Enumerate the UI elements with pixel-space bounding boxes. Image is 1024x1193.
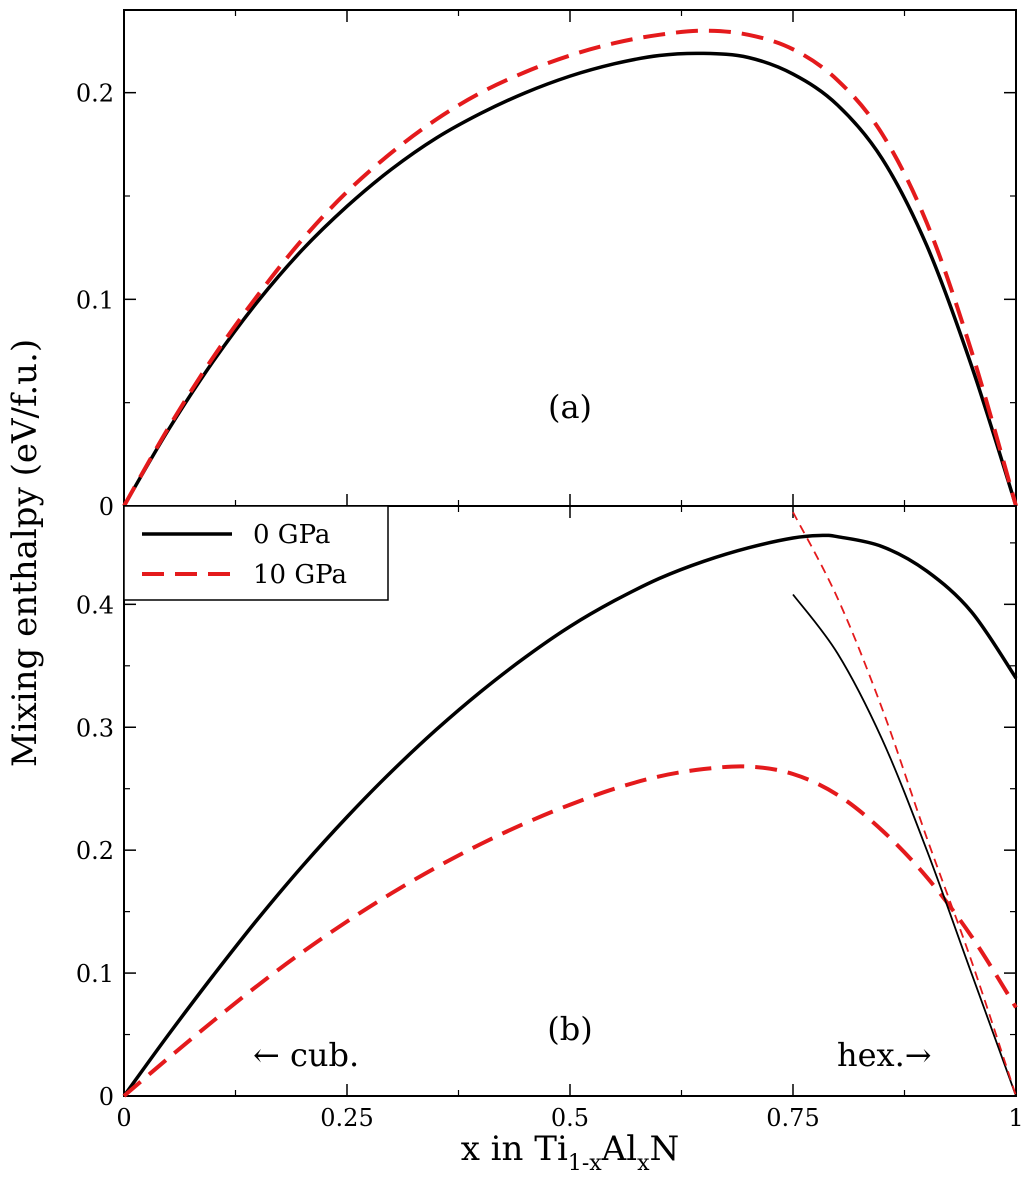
- annotation-cub: ← cub.: [253, 1036, 359, 1074]
- legend-box: [123, 505, 389, 601]
- panel-a-tick-labels: 0 0.1 0.2: [76, 80, 114, 521]
- panel-a-frame: [123, 9, 1017, 507]
- y-tick-label: 0.4: [76, 591, 114, 619]
- legend-label-10gpa: 10 GPa: [253, 560, 347, 590]
- x-tick-label: 0: [116, 1104, 131, 1132]
- x-axis-title: x in Ti1-xAlxN: [461, 1129, 680, 1176]
- x-axis-title-mid: Al: [601, 1129, 637, 1169]
- x-axis-title-suffix: N: [650, 1129, 680, 1169]
- panel-a-ticks: [123, 10, 1017, 507]
- panel-b-tick-labels: 0 0.25 0.5 0.75 1 0 0.1 0.2 0.3 0.4: [76, 591, 1024, 1132]
- series-line-a-0: [122, 51, 1018, 507]
- y-axis-title: Mixing enthalpy (eV/f.u.): [5, 339, 45, 767]
- y-tick-label: 0.2: [76, 837, 114, 865]
- panel-a-series: [122, 28, 1018, 507]
- x-tick-label: 1: [1008, 1104, 1023, 1132]
- panel-a: 0 0.1 0.2 (a): [76, 9, 1018, 521]
- series-line-b-0: [122, 533, 1018, 1098]
- panel-b-series: [122, 511, 1018, 1098]
- y-tick-label: 0.1: [76, 960, 114, 988]
- y-tick-label: 0: [99, 493, 114, 521]
- x-tick-label: 0.25: [320, 1104, 373, 1132]
- series-line-a-1: [122, 28, 1018, 507]
- x-tick-label: 0.5: [551, 1104, 589, 1132]
- annotation-hex: hex.→: [837, 1036, 932, 1074]
- panel-b: 0 0.25 0.5 0.75 1 0 0.1 0.2 0.3 0.4 (b) ← cub. he…: [76, 505, 1024, 1132]
- x-axis-title-sub1: 1-x: [568, 1151, 602, 1176]
- y-tick-label: 0.1: [76, 286, 114, 314]
- legend: 0 GPa 10 GPa: [123, 505, 389, 601]
- series-line-b-1: [122, 764, 1018, 1098]
- y-tick-label: 0.3: [76, 714, 114, 742]
- x-axis-title-prefix: x in Ti: [461, 1129, 568, 1169]
- x-axis-title-sub2: x: [637, 1151, 650, 1176]
- y-tick-label: 0.2: [76, 80, 114, 108]
- series-line-b-3: [792, 511, 1017, 1097]
- x-tick-label: 0.75: [766, 1104, 819, 1132]
- panel-label-a: (a): [548, 388, 592, 426]
- legend-label-0gpa: 0 GPa: [253, 520, 330, 550]
- series-line-b-2: [792, 593, 1017, 1097]
- panel-label-b: (b): [547, 1010, 592, 1048]
- y-tick-label: 0: [99, 1083, 114, 1111]
